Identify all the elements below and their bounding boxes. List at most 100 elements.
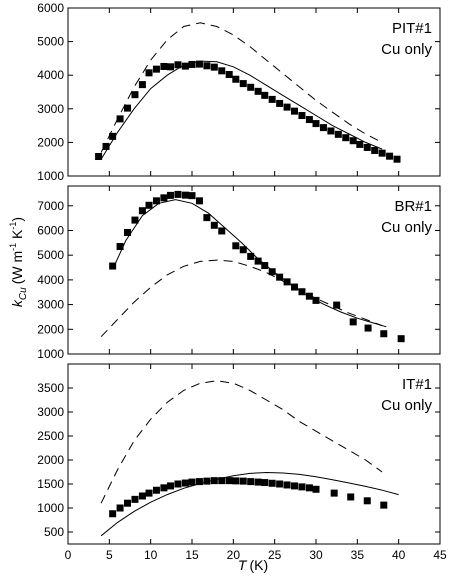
y-tick-label: 4000 bbox=[37, 273, 64, 287]
data-point bbox=[195, 60, 203, 68]
x-tick-label: 15 bbox=[185, 548, 199, 562]
data-point bbox=[349, 318, 357, 326]
data-point bbox=[305, 116, 313, 124]
x-tick-label: 20 bbox=[227, 548, 241, 562]
x-tick-label: 5 bbox=[106, 548, 113, 562]
data-point bbox=[152, 65, 160, 73]
y-tick-label: 3000 bbox=[37, 102, 64, 116]
data-point bbox=[124, 499, 132, 507]
data-point bbox=[181, 62, 189, 70]
data-point bbox=[342, 134, 350, 142]
data-point bbox=[167, 482, 175, 490]
data-point bbox=[145, 489, 153, 497]
data-point bbox=[291, 482, 299, 490]
panel-label-sample: PIT#1 bbox=[392, 20, 432, 37]
data-point bbox=[225, 71, 233, 79]
data-point bbox=[138, 492, 146, 500]
x-axis-tick-labels: 0 5 10 15 20 25 30 35 40 45 bbox=[65, 548, 447, 562]
data-point bbox=[268, 95, 276, 103]
data-point bbox=[378, 149, 386, 157]
y-tick-label: 3000 bbox=[37, 405, 64, 419]
data-point bbox=[232, 75, 240, 83]
data-point bbox=[333, 301, 341, 309]
y-tick-label: 2500 bbox=[37, 429, 64, 443]
data-point bbox=[298, 112, 306, 120]
x-tick-label: 10 bbox=[144, 548, 158, 562]
data-point bbox=[95, 153, 103, 161]
panel-2: 1000 2000 3000 4000 5000 6000 7000 BR#1 Cu only bbox=[37, 185, 441, 361]
y-tick-label: 500 bbox=[44, 525, 64, 539]
data-point bbox=[232, 477, 240, 485]
data-point bbox=[210, 221, 218, 229]
solid-curve bbox=[100, 471, 399, 537]
data-point bbox=[160, 194, 168, 202]
y-tick-label: 5000 bbox=[37, 35, 64, 49]
data-point bbox=[218, 227, 226, 235]
data-point bbox=[210, 63, 218, 71]
y-tick-label: 1500 bbox=[37, 477, 64, 491]
data-point bbox=[268, 479, 276, 487]
y-tick-label: 1000 bbox=[37, 169, 64, 183]
solid-curve bbox=[100, 60, 383, 160]
data-point bbox=[247, 478, 255, 486]
data-point bbox=[312, 120, 320, 128]
data-point bbox=[247, 83, 255, 91]
data-point bbox=[174, 190, 182, 198]
data-point bbox=[347, 493, 355, 501]
panel-frame bbox=[67, 185, 441, 355]
y-tick-label: 6000 bbox=[37, 1, 64, 15]
x-tick-label: 45 bbox=[433, 548, 447, 562]
panel-1: 1000 2000 3000 4000 5000 6000 PIT#1 Cu only bbox=[37, 1, 441, 183]
data-point bbox=[380, 501, 388, 509]
data-point bbox=[218, 477, 226, 485]
data-point bbox=[239, 80, 247, 88]
data-point bbox=[334, 130, 342, 138]
data-point bbox=[152, 197, 160, 205]
data-point bbox=[225, 477, 233, 485]
data-point bbox=[109, 510, 117, 518]
data-point bbox=[116, 115, 124, 123]
y-tick-label: 2000 bbox=[37, 453, 64, 467]
data-point bbox=[174, 480, 182, 488]
data-point bbox=[181, 191, 189, 199]
data-point bbox=[298, 483, 306, 491]
y-axis-title: kCu(W m-1 K-1) bbox=[8, 217, 29, 307]
y-tick-label: 1000 bbox=[37, 501, 64, 515]
dashed-curve bbox=[100, 380, 383, 504]
data-point bbox=[239, 477, 247, 485]
data-point bbox=[138, 81, 146, 89]
panel-label-sample: BR#1 bbox=[394, 198, 432, 215]
x-tick-label: 0 bbox=[65, 548, 72, 562]
dashed-curve bbox=[100, 259, 383, 338]
data-point bbox=[276, 273, 284, 281]
data-point bbox=[305, 484, 313, 492]
data-point bbox=[203, 62, 211, 70]
data-point bbox=[380, 330, 388, 338]
data-point bbox=[188, 478, 196, 486]
data-point bbox=[195, 478, 203, 486]
data-point bbox=[167, 63, 175, 71]
y-tick-label: 5000 bbox=[37, 248, 64, 262]
data-point bbox=[116, 243, 124, 251]
x-tick-label: 25 bbox=[268, 548, 282, 562]
data-point bbox=[152, 486, 160, 494]
data-point bbox=[160, 484, 168, 492]
data-point bbox=[160, 62, 168, 70]
data-point bbox=[330, 489, 338, 497]
data-point bbox=[276, 99, 284, 107]
panel-label-material: Cu only bbox=[381, 397, 432, 414]
data-point bbox=[124, 228, 132, 236]
x-tick-label: 30 bbox=[309, 548, 323, 562]
y-tick-label: 3000 bbox=[37, 298, 64, 312]
data-point bbox=[188, 60, 196, 68]
data-point bbox=[261, 91, 269, 99]
data-point bbox=[371, 146, 379, 154]
data-point bbox=[261, 262, 269, 270]
data-point bbox=[312, 485, 320, 493]
data-point bbox=[210, 477, 218, 485]
data-point bbox=[124, 104, 132, 112]
data-point bbox=[349, 137, 357, 145]
data-point bbox=[268, 268, 276, 276]
data-point bbox=[386, 152, 394, 160]
